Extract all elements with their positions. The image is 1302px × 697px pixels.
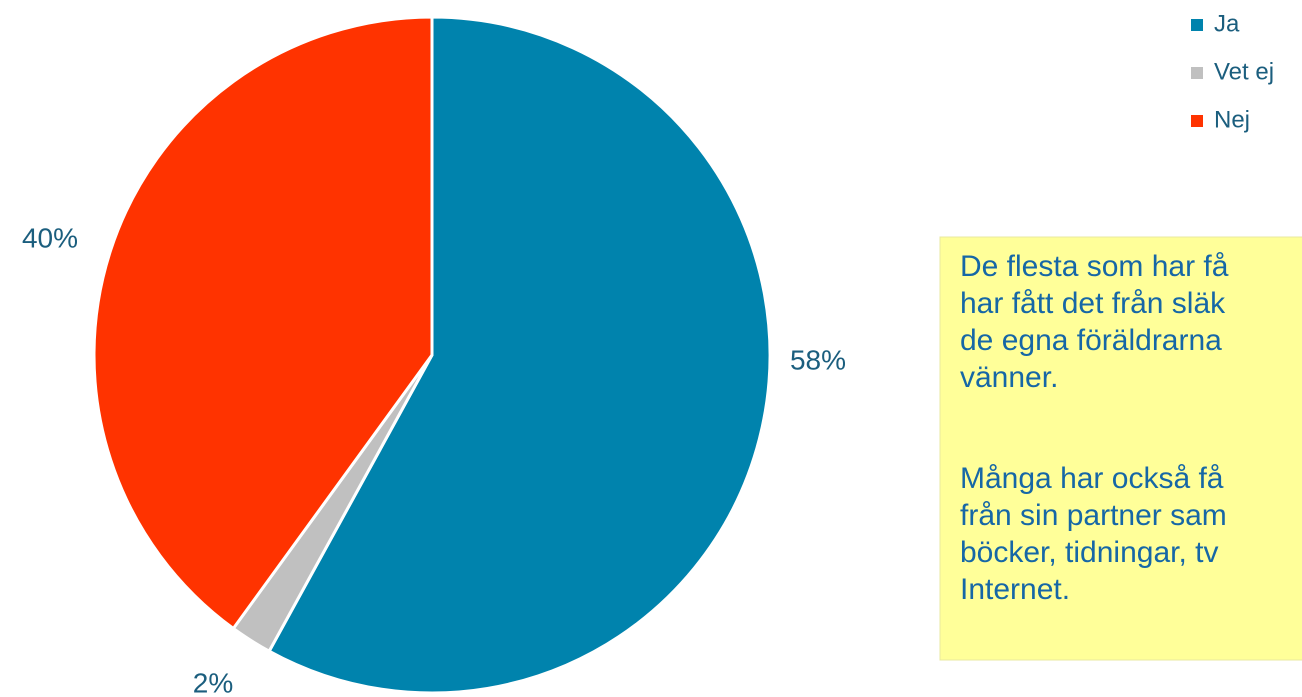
pie-slice — [267, 15, 772, 695]
annotation-line: böcker, tidningar, tv — [960, 536, 1219, 569]
annotation-line: de egna föräldrarna — [960, 324, 1222, 357]
pie-slice — [92, 15, 434, 631]
annotation-box — [939, 236, 1302, 661]
annotation-line: vänner. — [960, 361, 1058, 394]
annotation-line: har fått det från släk — [960, 287, 1226, 320]
annotation-line: De flesta som har få — [960, 250, 1229, 283]
annotation-line: från sin partner sam — [960, 499, 1227, 532]
data-label: 2% — [193, 667, 233, 697]
data-label: 58% — [790, 344, 846, 375]
data-label: 40% — [22, 222, 78, 253]
legend-swatch — [1191, 67, 1203, 79]
legend-label: Ja — [1214, 10, 1240, 37]
annotation-line: Internet. — [960, 573, 1070, 606]
legend-swatch — [1191, 19, 1203, 31]
legend-swatch — [1191, 115, 1203, 127]
legend-label: Nej — [1214, 106, 1250, 133]
annotation-line: Många har också få — [960, 462, 1224, 495]
legend-label: Vet ej — [1214, 58, 1274, 85]
